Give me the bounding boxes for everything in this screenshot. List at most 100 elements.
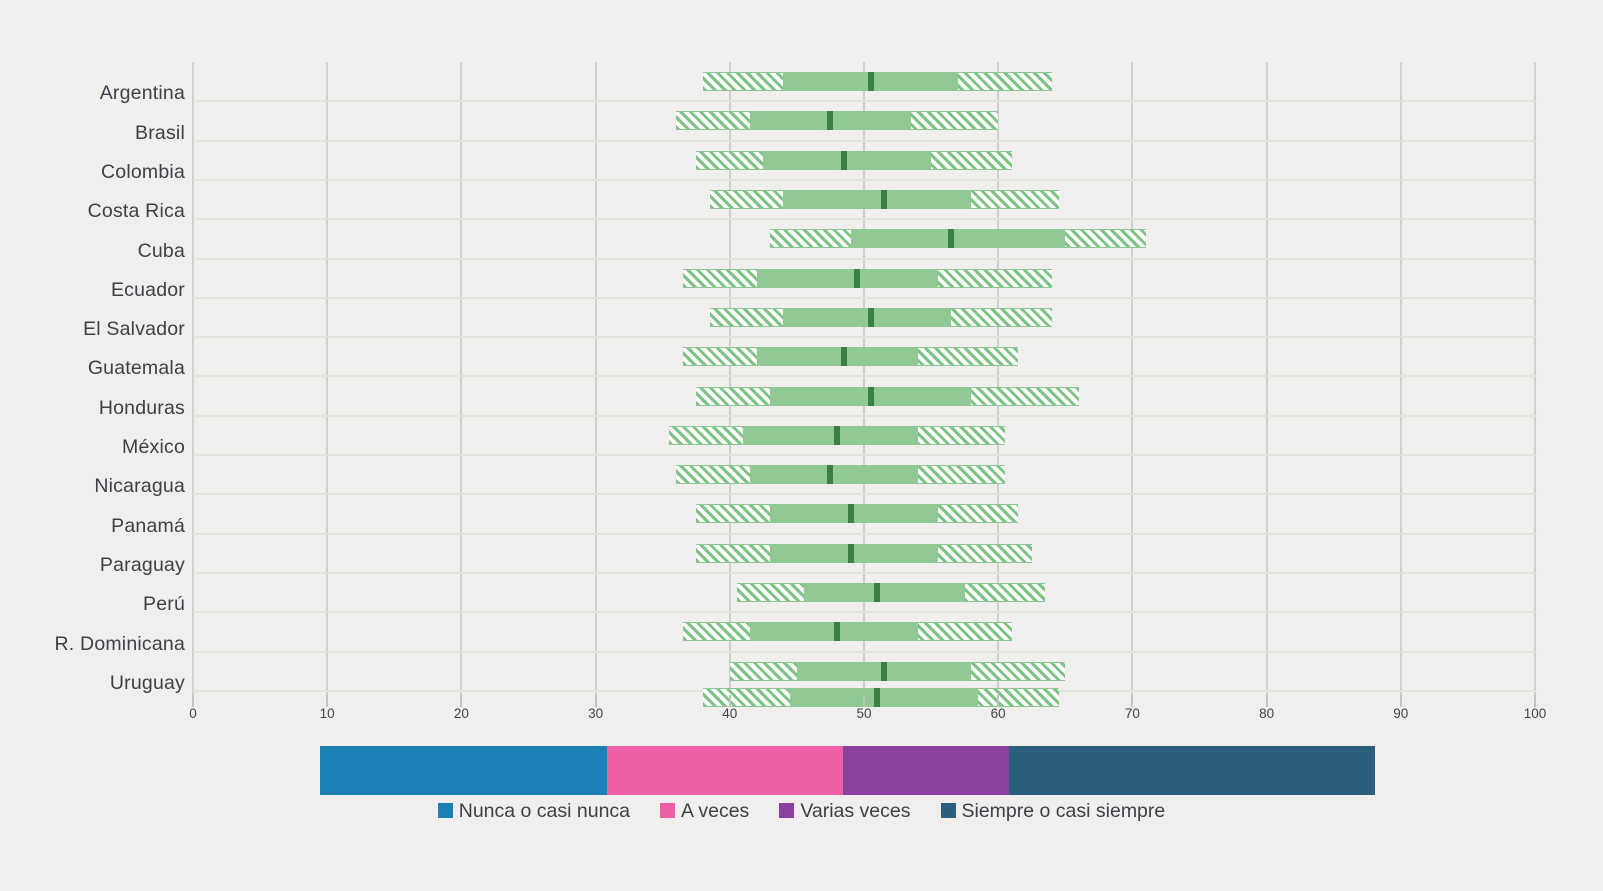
vertical-gridline-40 — [728, 62, 731, 707]
horizontal-gridline-14 — [193, 611, 1537, 614]
solid-band-row-4 — [783, 190, 972, 210]
horizontal-gridline-1 — [193, 100, 1537, 103]
median-marker-row-13 — [847, 543, 854, 563]
solid-band-row-7 — [783, 307, 952, 327]
median-marker-row-15 — [834, 622, 841, 642]
horizontal-gridline-3 — [193, 178, 1537, 181]
vertical-gridline-60 — [997, 62, 1000, 707]
x-tick-mark-90 — [1399, 695, 1402, 707]
x-tick-label-0: 0 — [189, 706, 197, 721]
vertical-gridline-100 — [1534, 62, 1536, 707]
x-tick-mark-60 — [997, 695, 1000, 707]
horizontal-gridline-9 — [193, 414, 1537, 417]
vertical-gridline-70 — [1131, 62, 1134, 707]
row-label-nicaragua: Nicaragua — [94, 475, 185, 498]
x-tick-label-50: 50 — [856, 706, 872, 721]
x-tick-mark-40 — [728, 695, 731, 707]
row-label-honduras: Honduras — [98, 396, 185, 419]
row-label-argentina: Argentina — [99, 82, 185, 105]
row-label-brasil: Brasil — [135, 121, 185, 144]
row-label-paraguay: Paraguay — [99, 553, 185, 576]
legend-item-2: A veces — [660, 800, 749, 823]
x-tick-label-100: 100 — [1523, 706, 1547, 721]
stacked-segment-3 — [843, 746, 1009, 795]
vertical-gridline-80 — [1265, 62, 1268, 707]
horizontal-gridline-13 — [193, 571, 1537, 574]
x-tick-mark-10 — [326, 695, 329, 707]
x-tick-label-70: 70 — [1124, 706, 1140, 721]
median-marker-row-11 — [827, 465, 834, 485]
row-label-panam-: Panamá — [111, 514, 185, 537]
horizontal-gridline-4 — [193, 218, 1537, 221]
median-marker-row-16 — [881, 661, 888, 681]
row-label-costa-rica: Costa Rica — [87, 200, 185, 223]
x-tick-mark-20 — [460, 695, 463, 707]
median-marker-row-10 — [834, 425, 841, 445]
x-tick-label-40: 40 — [722, 706, 738, 721]
legend-label: Nunca o casi nunca — [458, 800, 631, 822]
distribution-stacked-bar — [320, 746, 1375, 795]
vertical-gridline-90 — [1399, 62, 1402, 707]
vertical-gridline-10 — [326, 62, 329, 707]
horizontal-gridline-12 — [193, 532, 1537, 535]
x-tick-mark-70 — [1131, 695, 1134, 707]
median-marker-row-5 — [948, 229, 955, 249]
row-label-colombia: Colombia — [101, 160, 185, 183]
row-label-cuba: Cuba — [137, 239, 185, 262]
legend-label: A veces — [681, 800, 750, 822]
horizontal-gridline-6 — [193, 296, 1537, 299]
stacked-segment-4 — [1008, 746, 1375, 795]
median-marker-row-7 — [867, 307, 874, 327]
x-tick-mark-30 — [594, 695, 597, 707]
x-tick-label-80: 80 — [1259, 706, 1275, 721]
solid-band-row-8 — [756, 347, 918, 367]
median-marker-row-3 — [840, 150, 847, 170]
solid-band-row-11 — [749, 465, 918, 485]
median-marker-row-6 — [854, 268, 861, 288]
x-tick-mark-0 — [192, 695, 194, 707]
solid-band-row-13 — [770, 543, 938, 563]
row-label-r-dominicana: R. Dominicana — [54, 632, 185, 655]
solid-band-row-12 — [770, 504, 938, 524]
x-tick-label-30: 30 — [588, 706, 604, 721]
vertical-gridline-50 — [863, 62, 865, 707]
solid-band-row-17 — [790, 688, 979, 707]
row-label-per-: Perú — [143, 593, 185, 616]
legend-swatch-icon — [660, 803, 676, 818]
row-label-guatemala: Guatemala — [87, 357, 185, 380]
horizontal-gridline-2 — [193, 139, 1537, 142]
horizontal-gridline-11 — [193, 493, 1537, 496]
legend-label: Siempre o casi siempre — [961, 800, 1166, 822]
row-label-ecuador: Ecuador — [110, 278, 185, 301]
x-tick-label-20: 20 — [453, 706, 469, 721]
median-marker-row-8 — [840, 347, 847, 367]
legend: Nunca o casi nunca A veces Varias veces Sie… — [0, 800, 1603, 823]
x-tick-mark-80 — [1265, 695, 1268, 707]
vertical-gridline-20 — [460, 62, 463, 707]
x-tick-label-10: 10 — [319, 706, 335, 721]
solid-band-row-14 — [803, 583, 965, 603]
x-tick-label-90: 90 — [1393, 706, 1409, 721]
row-label-m-xico: México — [122, 436, 185, 458]
legend-swatch-icon — [437, 803, 453, 818]
median-marker-row-2 — [827, 111, 834, 131]
x-tick-mark-50 — [863, 695, 865, 707]
median-marker-row-9 — [867, 386, 874, 406]
row-label-uruguay: Uruguay — [109, 671, 185, 694]
legend-swatch-icon — [940, 803, 956, 818]
stacked-segment-1 — [320, 746, 607, 795]
legend-item-3: Varias veces — [779, 800, 911, 823]
vertical-gridline-30 — [594, 62, 597, 707]
stacked-segment-2 — [606, 746, 844, 795]
median-marker-row-12 — [847, 504, 854, 524]
legend-item-1: Nunca o casi nunca — [437, 800, 631, 823]
legend-label: Varias veces — [800, 800, 911, 822]
horizontal-gridline-10 — [193, 454, 1537, 456]
median-marker-row-14 — [874, 583, 881, 603]
solid-band-row-3 — [763, 150, 932, 170]
x-tick-mark-100 — [1534, 695, 1536, 707]
row-label-el-salvador: El Salvador — [83, 318, 185, 341]
vertical-gridline-0 — [192, 62, 194, 707]
legend-swatch-icon — [779, 803, 795, 818]
